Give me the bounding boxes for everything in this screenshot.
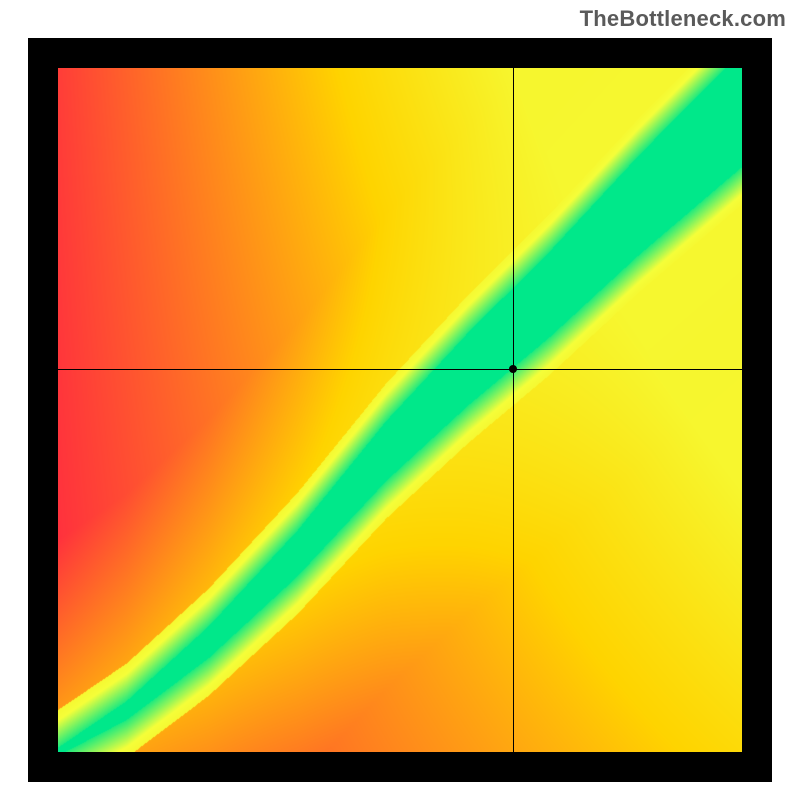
watermark-text: TheBottleneck.com bbox=[580, 6, 786, 32]
operating-point-marker bbox=[509, 365, 517, 373]
heatmap-canvas bbox=[58, 68, 742, 752]
crosshair-vertical bbox=[513, 68, 514, 752]
plot-outer-border bbox=[28, 38, 772, 782]
crosshair-horizontal bbox=[58, 369, 742, 370]
chart-container: TheBottleneck.com bbox=[0, 0, 800, 800]
plot-area bbox=[58, 68, 742, 752]
